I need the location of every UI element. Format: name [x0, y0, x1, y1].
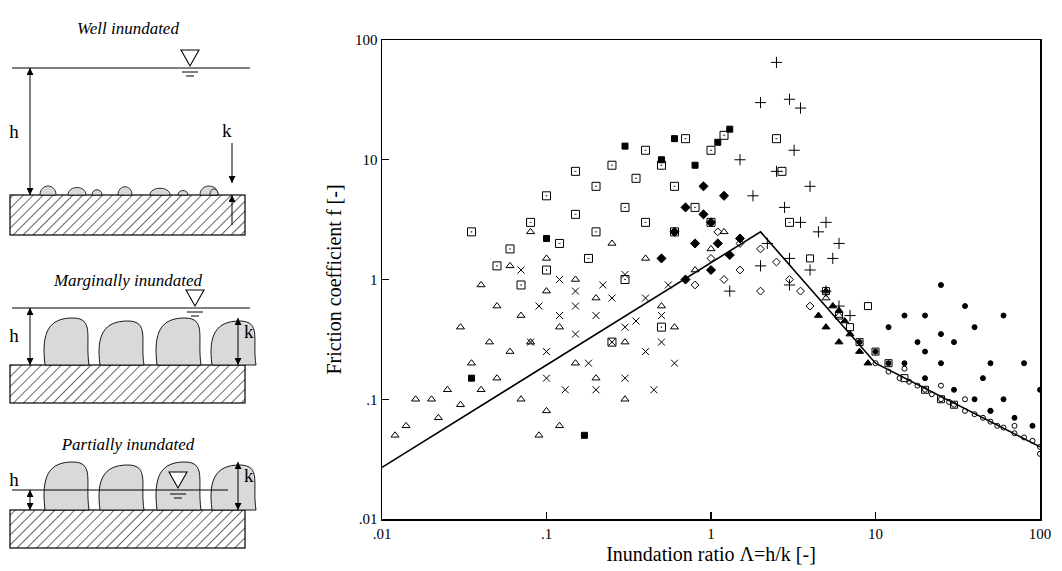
svg-text:100: 100 — [1029, 526, 1052, 542]
svg-text:.01: .01 — [359, 511, 378, 527]
svg-text:1: 1 — [370, 272, 378, 288]
svg-text:.1: .1 — [541, 526, 552, 542]
svg-text:Friction coefficient f [-]: Friction coefficient f [-] — [323, 184, 345, 374]
svg-text:1: 1 — [707, 526, 715, 542]
svg-text:10: 10 — [363, 152, 378, 168]
svg-text:.1: .1 — [366, 392, 377, 408]
svg-text:h: h — [9, 469, 19, 490]
svg-text:Inundation ratio Λ=h/k [-]: Inundation ratio Λ=h/k [-] — [606, 543, 816, 565]
svg-text:10: 10 — [868, 526, 883, 542]
svg-text:100: 100 — [355, 32, 378, 48]
svg-text:Partially inundated: Partially inundated — [61, 435, 195, 454]
svg-text:k: k — [222, 120, 232, 141]
svg-text:.01: .01 — [373, 526, 392, 542]
svg-text:Well inundated: Well inundated — [77, 19, 179, 38]
svg-text:Marginally inundated: Marginally inundated — [53, 271, 203, 290]
svg-text:k: k — [244, 465, 254, 486]
svg-text:h: h — [9, 325, 19, 346]
svg-text:k: k — [244, 321, 254, 342]
svg-text:h: h — [9, 121, 19, 142]
